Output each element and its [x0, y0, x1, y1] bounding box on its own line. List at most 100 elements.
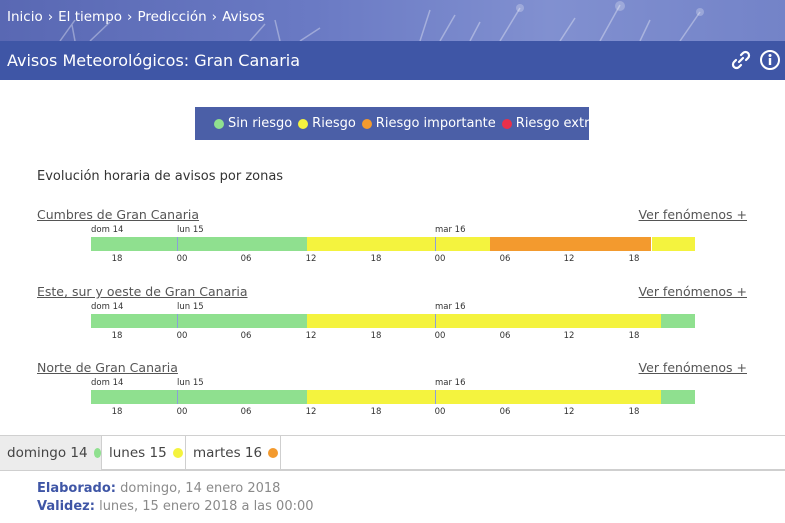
warning-timeline-bar — [91, 390, 695, 404]
breadcrumb-inicio[interactable]: Inicio — [7, 9, 43, 25]
elaborado-line: Elaborado: domingo, 14 enero 2018 — [37, 481, 280, 496]
day-label: dom 14 — [91, 302, 124, 312]
timeline-segment — [91, 390, 307, 404]
timeline-segment — [306, 314, 662, 328]
header-background-decoration — [59, 1, 704, 41]
day-label: mar 16 — [435, 225, 466, 235]
tab-lunes-15[interactable]: lunes 15 — [102, 436, 186, 470]
green-dot-icon — [214, 118, 224, 129]
legend-label: Riesgo extremo — [515, 116, 618, 131]
warning-timeline-bar — [91, 314, 695, 328]
breadcrumb-band: Inicio › El tiempo › Predicción › Avisos — [0, 0, 785, 41]
hour-tick-label: 00 — [434, 331, 446, 341]
day-separator-tick — [435, 390, 436, 404]
zone-row: Norte de Gran Canaria Ver fenómenos + dom … — [0, 360, 785, 422]
hour-tick-label: 00 — [434, 254, 446, 264]
yellow-dot-icon — [172, 448, 183, 458]
hour-tick-label: 06 — [499, 331, 511, 341]
day-label: lun 15 — [177, 378, 204, 388]
breadcrumb-separator: › — [211, 9, 218, 25]
legend-item: Sin riesgo — [214, 116, 292, 131]
tab-label: martes 16 — [193, 445, 263, 461]
day-label: lun 15 — [177, 225, 204, 235]
breadcrumb-el-tiempo[interactable]: El tiempo — [58, 9, 123, 25]
hour-tick-label: 06 — [240, 407, 252, 417]
elaborado-value: domingo, 14 enero 2018 — [120, 481, 281, 496]
hour-tick-label: 06 — [499, 254, 511, 264]
zone-row: Cumbres de Gran Canaria Ver fenómenos + do… — [0, 207, 785, 269]
day-label: dom 14 — [91, 378, 124, 388]
hour-tick-label: 18 — [628, 254, 640, 264]
timeline-segment — [306, 237, 490, 251]
ver-fenomenos-link[interactable]: Ver fenómenos + — [638, 360, 747, 375]
orange-dot-icon — [268, 448, 279, 458]
title-bar: Avisos Meteorológicos: Gran Canaria — [0, 41, 785, 80]
breadcrumb-avisos[interactable]: Avisos — [222, 9, 265, 25]
section-title: Evolución horaria de avisos por zonas — [37, 169, 284, 184]
day-separator-tick — [435, 237, 436, 251]
zone-name-link[interactable]: Cumbres de Gran Canaria — [37, 207, 200, 222]
red-dot-icon — [501, 118, 512, 129]
page-title: Avisos Meteorológicos: Gran Canaria — [7, 51, 301, 70]
timeline-segment — [489, 237, 652, 251]
validez-label: Validez: — [37, 499, 95, 514]
tab-label: lunes 15 — [109, 445, 167, 461]
zone-name-link[interactable]: Norte de Gran Canaria — [37, 360, 178, 375]
day-label: lun 15 — [177, 302, 204, 312]
legend-item: Riesgo extremo — [501, 116, 618, 131]
info-icon[interactable] — [759, 49, 781, 71]
validez-line: Validez: lunes, 15 enero 2018 a las 00:0… — [37, 499, 314, 514]
hour-tick-label: 18 — [111, 331, 123, 341]
zone-row: Este, sur y oeste de Gran Canaria Ver fen… — [0, 284, 785, 346]
hour-tick-label: 12 — [305, 407, 317, 417]
breadcrumb-separator: › — [127, 9, 133, 25]
hour-tick-label: 18 — [370, 331, 382, 341]
breadcrumb-prediccion[interactable]: Predicción — [137, 9, 207, 25]
hour-tick-label: 06 — [240, 254, 252, 264]
timeline-segment — [661, 314, 695, 328]
timeline-segment — [661, 390, 695, 404]
hour-tick-label: 06 — [499, 407, 511, 417]
hour-tick-label: 12 — [305, 254, 317, 264]
hour-tick-label: 06 — [240, 331, 252, 341]
hour-tick-label: 12 — [305, 331, 317, 341]
green-dot-icon — [93, 448, 101, 458]
day-tabs: domingo 14 lunes 15 martes 16 — [0, 435, 785, 471]
link-icon[interactable] — [730, 49, 752, 71]
validez-value: lunes, 15 enero 2018 a las 00:00 — [99, 499, 314, 514]
ver-fenomenos-link[interactable]: Ver fenómenos + — [638, 284, 747, 299]
tab-martes-16[interactable]: martes 16 — [186, 436, 281, 470]
ver-fenomenos-link[interactable]: Ver fenómenos + — [638, 207, 747, 222]
tab-domingo-14[interactable]: domingo 14 — [0, 436, 102, 470]
hour-tick-label: 18 — [370, 254, 382, 264]
hour-tick-label: 18 — [628, 407, 640, 417]
timeline-segment — [91, 237, 307, 251]
hour-tick-label: 18 — [111, 407, 123, 417]
hour-tick-label: 00 — [176, 407, 188, 417]
legend-item: Riesgo importante — [361, 116, 496, 131]
hour-tick-label: 00 — [434, 407, 446, 417]
breadcrumb: Inicio › El tiempo › Predicción › Avisos — [7, 9, 265, 25]
legend-label: Riesgo — [312, 116, 356, 131]
legend-label: Riesgo importante — [375, 116, 496, 131]
timeline-segment — [91, 314, 307, 328]
day-separator-tick — [177, 390, 178, 404]
timeline-segment — [651, 237, 695, 251]
hour-tick-label: 12 — [563, 331, 575, 341]
day-label: dom 14 — [91, 225, 124, 235]
yellow-dot-icon — [298, 118, 309, 129]
hour-tick-label: 00 — [176, 331, 188, 341]
hour-tick-label: 18 — [628, 331, 640, 341]
day-separator-tick — [177, 314, 178, 328]
tab-label: domingo 14 — [7, 445, 88, 461]
day-label: mar 16 — [435, 302, 466, 312]
hour-tick-label: 18 — [370, 407, 382, 417]
hour-tick-label: 12 — [563, 407, 575, 417]
legend-label: Sin riesgo — [228, 116, 293, 131]
day-separator-tick — [177, 237, 178, 251]
breadcrumb-separator: › — [47, 9, 54, 25]
hour-tick-label: 00 — [176, 254, 188, 264]
legend-item: Riesgo — [298, 116, 356, 131]
zone-name-link[interactable]: Este, sur y oeste de Gran Canaria — [37, 284, 248, 299]
hour-tick-label: 18 — [111, 254, 123, 264]
